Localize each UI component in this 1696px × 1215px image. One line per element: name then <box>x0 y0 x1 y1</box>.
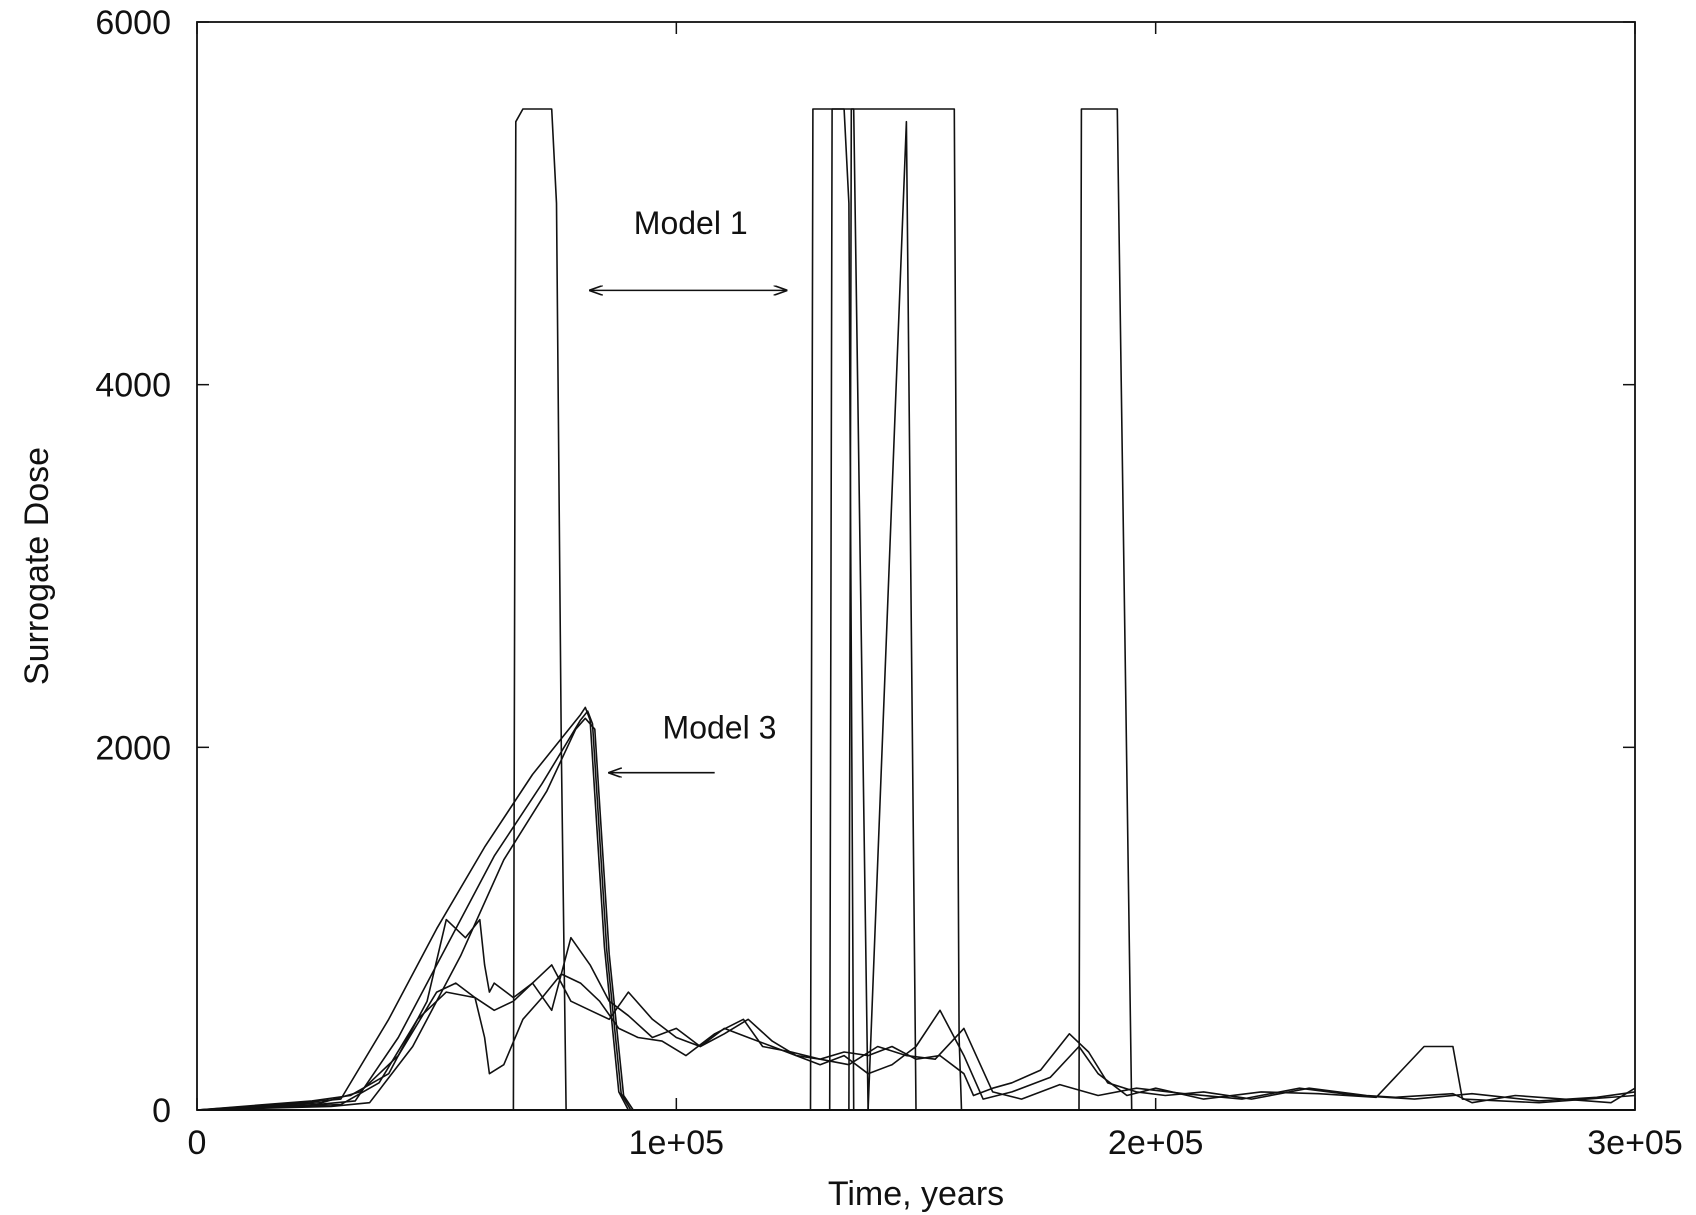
series-line-5 <box>197 108 1635 1111</box>
y-tick-label: 2000 <box>95 729 171 767</box>
y-axis-ticks: 0 2000 4000 6000 <box>95 4 1635 1130</box>
annotation-label: Model 1 <box>634 205 748 241</box>
series-layer <box>196 108 1636 1111</box>
annotations: Model 1 Model 3 <box>590 205 787 773</box>
y-tick-label: 4000 <box>95 367 171 405</box>
x-axis-label: Time, years <box>828 1175 1004 1213</box>
annotation-label: Model 3 <box>663 709 777 745</box>
series-line-2 <box>197 108 1635 1111</box>
series-line-3 <box>197 108 1635 1111</box>
series-line-7 <box>196 706 1635 1111</box>
plot-frame <box>196 21 1636 1111</box>
series-line-1 <box>197 108 1635 1111</box>
x-tick-label: 2e+05 <box>1108 1124 1204 1162</box>
series-line-6 <box>197 108 1635 1111</box>
series-line-9 <box>196 717 1635 1111</box>
x-tick-label: 1e+05 <box>629 1124 725 1162</box>
x-tick-label: 0 <box>188 1124 207 1162</box>
y-tick-label: 0 <box>152 1092 171 1130</box>
y-axis-label: Surrogate Dose <box>18 447 56 685</box>
y-tick-label: 6000 <box>95 4 171 42</box>
series-line-10 <box>196 918 1636 1111</box>
series-line-12 <box>196 973 1636 1111</box>
series-line-11 <box>196 964 1636 1111</box>
series-line-4 <box>197 120 1635 1111</box>
x-tick-label: 3e+05 <box>1587 1124 1683 1162</box>
x-axis-ticks: 0 1e+05 2e+05 3e+05 <box>188 22 1683 1162</box>
